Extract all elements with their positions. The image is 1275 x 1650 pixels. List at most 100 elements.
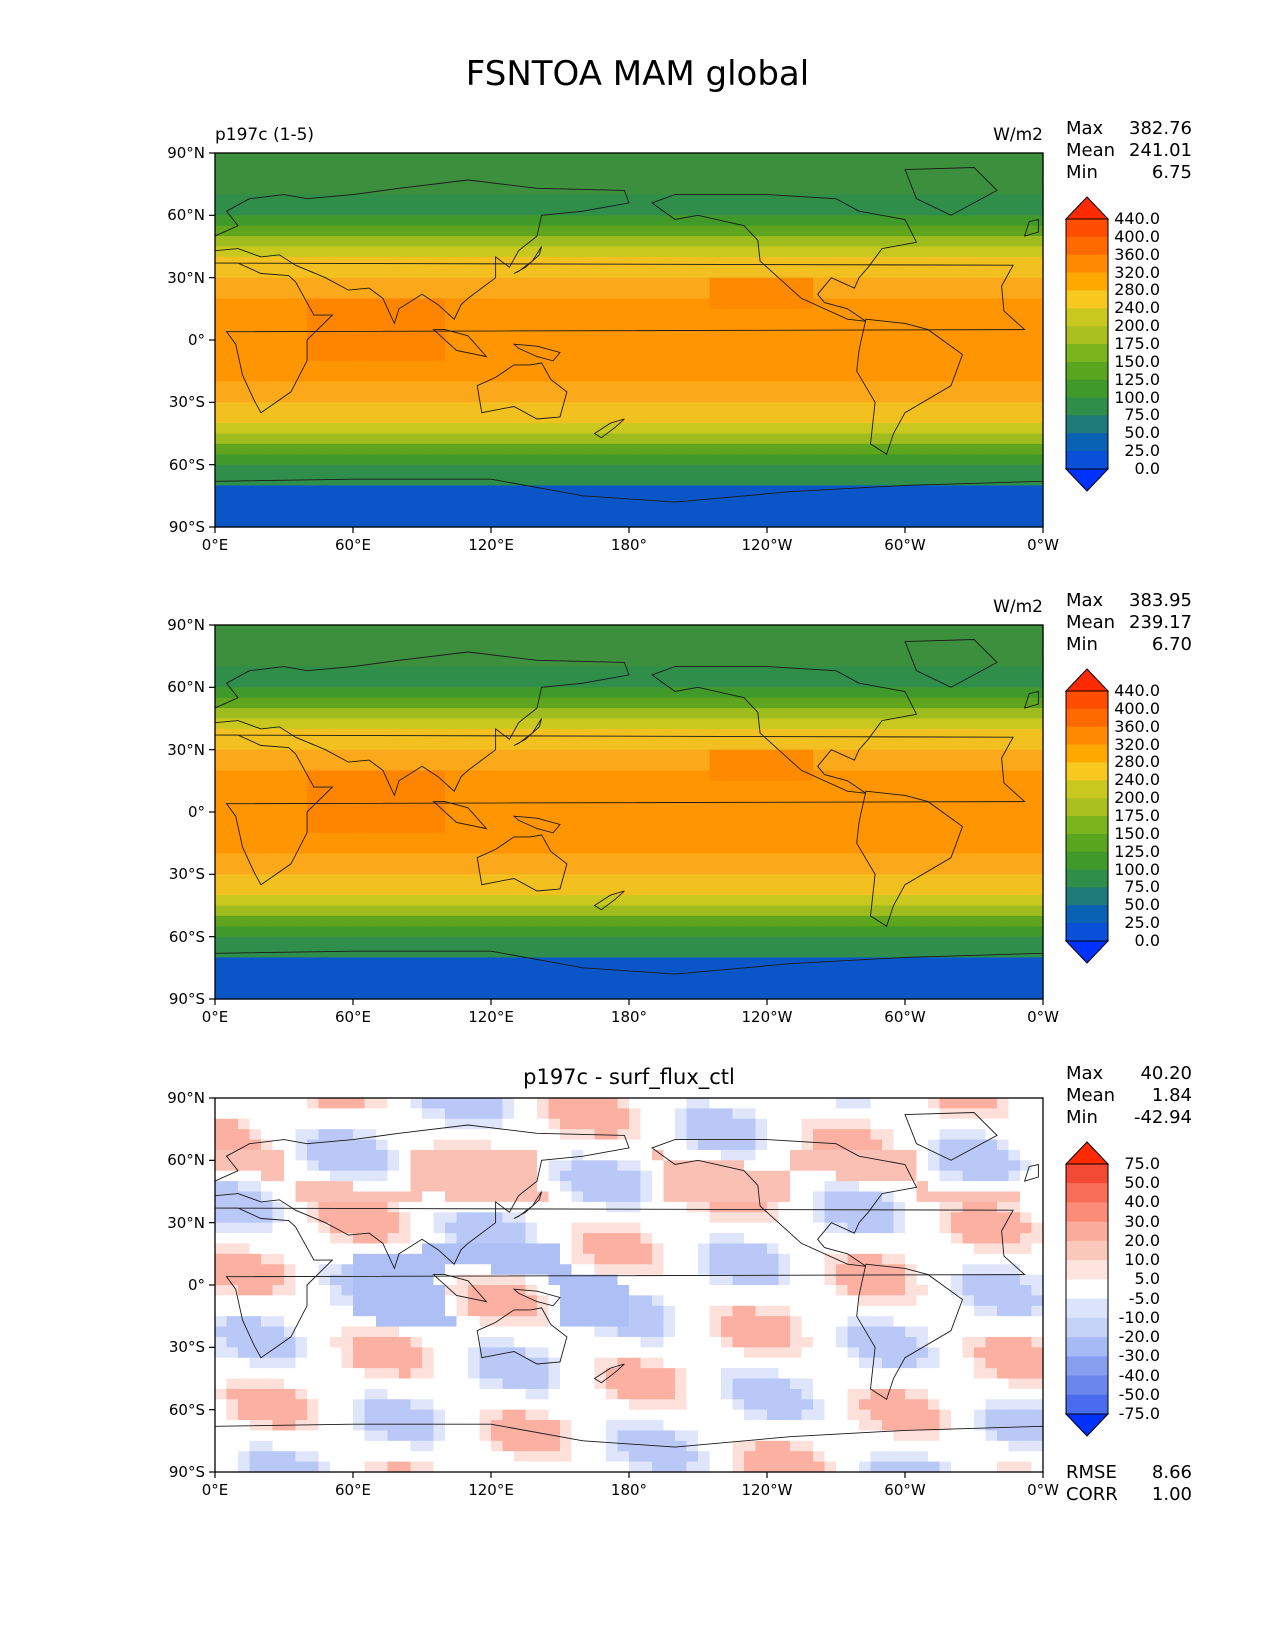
field-cell (491, 936, 504, 948)
field-cell (410, 443, 423, 455)
field-cell (479, 360, 492, 372)
field-cell (272, 915, 285, 927)
field-cell (732, 402, 745, 414)
field-cell (238, 666, 251, 678)
field-cell (433, 666, 446, 678)
field-cell (341, 739, 354, 751)
colorbar-label: -5.0 (1128, 1288, 1160, 1308)
field-cell (502, 215, 515, 227)
field-cell (617, 475, 630, 487)
field-cell (1008, 770, 1021, 782)
field-cell (249, 739, 262, 751)
field-cell (261, 319, 274, 331)
field-cell (514, 739, 527, 751)
field-cell (1020, 163, 1033, 175)
field-cell (399, 812, 412, 823)
field-cell (353, 697, 366, 709)
field-cell (272, 874, 285, 886)
field-cell (491, 454, 504, 466)
field-cell (962, 915, 975, 927)
field-cell (1031, 454, 1044, 466)
field-cell (307, 791, 320, 803)
field-cell (341, 288, 354, 300)
field-cell (399, 236, 412, 248)
field-cell (1031, 423, 1044, 435)
field-cell (318, 770, 331, 782)
field-cell (468, 236, 481, 248)
field-cell (652, 812, 665, 823)
field-cell (985, 895, 998, 907)
field-cell (583, 371, 596, 383)
field-cell (767, 625, 780, 636)
field-cell (353, 812, 366, 823)
field-cell (698, 656, 711, 668)
field-cell (790, 350, 803, 362)
field-cell (744, 423, 757, 435)
field-cell (514, 173, 527, 185)
field-cell (744, 163, 757, 175)
field-cell (882, 391, 895, 403)
field-cell (962, 194, 975, 206)
field-cell (985, 635, 998, 647)
field-cell (974, 204, 987, 216)
field-cell (387, 625, 400, 636)
field-cell (824, 236, 837, 248)
field-cell (1031, 516, 1044, 528)
field-cell (307, 246, 320, 258)
field-cell (606, 204, 619, 216)
field-cell (410, 298, 423, 310)
field-cell (836, 236, 849, 248)
field-cell (215, 391, 228, 403)
field-cell (744, 915, 757, 927)
field-cell (859, 749, 872, 761)
field-cell (433, 780, 446, 792)
field-cell (491, 718, 504, 730)
field-cell (272, 246, 285, 258)
field-cell (456, 791, 469, 803)
field-cell (836, 936, 849, 948)
field-cell (468, 874, 481, 886)
field-cell (985, 246, 998, 258)
field-cell (732, 495, 745, 507)
field-cell (709, 495, 722, 507)
field-cell (847, 516, 860, 528)
field-cell (893, 666, 906, 678)
field-cell (755, 277, 768, 289)
field-cell (847, 905, 860, 917)
field-cell (847, 350, 860, 362)
field-cell (353, 267, 366, 279)
field-cell (261, 708, 274, 720)
field-cell (238, 308, 251, 320)
field-cell (698, 676, 711, 688)
field-cell (215, 173, 228, 185)
field-cell (249, 801, 262, 813)
field-cell (537, 225, 550, 237)
field-cell (778, 728, 791, 740)
field-cell (698, 163, 711, 175)
field-cell (261, 905, 274, 917)
field-cell (916, 288, 929, 300)
field-cell (640, 853, 653, 865)
field-cell (215, 718, 228, 730)
field-cell (790, 204, 803, 216)
field-cell (721, 645, 734, 657)
field-cell (410, 256, 423, 268)
field-cell (376, 402, 389, 414)
field-cell (560, 475, 573, 487)
field-cell (663, 874, 676, 886)
field-cell (928, 329, 941, 341)
field-cell (548, 350, 561, 362)
field-cell (376, 697, 389, 709)
field-cell (686, 454, 699, 466)
field-cell (560, 635, 573, 647)
field-cell (468, 153, 481, 164)
field-cell (330, 760, 343, 772)
field-cell (491, 926, 504, 938)
field-cell (284, 780, 297, 792)
field-cell (801, 801, 814, 813)
field-cell (629, 874, 642, 886)
field-cell (905, 516, 918, 528)
field-cell (410, 780, 423, 792)
field-cell (767, 225, 780, 237)
field-cell (226, 319, 239, 331)
